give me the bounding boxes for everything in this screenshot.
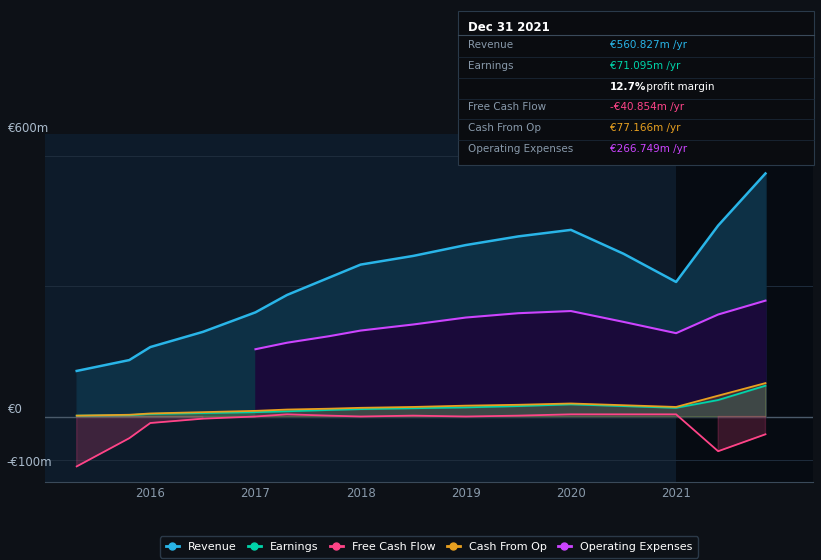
Text: Earnings: Earnings [468, 61, 513, 71]
Text: profit margin: profit margin [643, 82, 714, 92]
Legend: Revenue, Earnings, Free Cash Flow, Cash From Op, Operating Expenses: Revenue, Earnings, Free Cash Flow, Cash … [160, 536, 698, 558]
Text: €71.095m /yr: €71.095m /yr [610, 61, 681, 71]
Text: Free Cash Flow: Free Cash Flow [468, 102, 546, 113]
Text: Dec 31 2021: Dec 31 2021 [468, 21, 550, 34]
Text: €266.749m /yr: €266.749m /yr [610, 144, 687, 154]
Text: €0: €0 [8, 403, 23, 417]
Text: Operating Expenses: Operating Expenses [468, 144, 573, 154]
Text: €600m: €600m [8, 122, 49, 136]
Text: 12.7%: 12.7% [610, 82, 646, 92]
Bar [676, 134, 813, 482]
Text: Cash From Op: Cash From Op [468, 123, 541, 133]
Text: Revenue: Revenue [468, 40, 513, 50]
Text: €560.827m /yr: €560.827m /yr [610, 40, 687, 50]
Text: -€100m: -€100m [7, 455, 53, 469]
Text: -€40.854m /yr: -€40.854m /yr [610, 102, 684, 113]
Text: €77.166m /yr: €77.166m /yr [610, 123, 681, 133]
